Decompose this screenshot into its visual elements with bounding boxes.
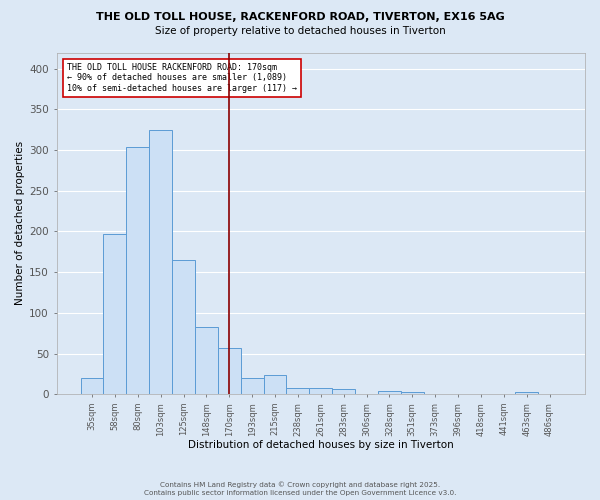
Bar: [218, 348, 241, 394]
Bar: [241, 378, 263, 394]
Bar: [149, 130, 172, 394]
Bar: [515, 392, 538, 394]
Text: Contains public sector information licensed under the Open Government Licence v3: Contains public sector information licen…: [144, 490, 456, 496]
Bar: [332, 390, 355, 394]
Text: Contains HM Land Registry data © Crown copyright and database right 2025.: Contains HM Land Registry data © Crown c…: [160, 481, 440, 488]
Text: THE OLD TOLL HOUSE RACKENFORD ROAD: 170sqm
← 90% of detached houses are smaller : THE OLD TOLL HOUSE RACKENFORD ROAD: 170s…: [67, 63, 297, 92]
Bar: [103, 234, 127, 394]
Y-axis label: Number of detached properties: Number of detached properties: [15, 142, 25, 306]
X-axis label: Distribution of detached houses by size in Tiverton: Distribution of detached houses by size …: [188, 440, 454, 450]
Bar: [263, 374, 286, 394]
Bar: [127, 147, 149, 394]
Bar: [378, 391, 401, 394]
Bar: [172, 260, 195, 394]
Bar: [401, 392, 424, 394]
Bar: [195, 328, 218, 394]
Bar: [80, 378, 103, 394]
Text: THE OLD TOLL HOUSE, RACKENFORD ROAD, TIVERTON, EX16 5AG: THE OLD TOLL HOUSE, RACKENFORD ROAD, TIV…: [95, 12, 505, 22]
Bar: [286, 388, 310, 394]
Bar: [310, 388, 332, 394]
Text: Size of property relative to detached houses in Tiverton: Size of property relative to detached ho…: [155, 26, 445, 36]
